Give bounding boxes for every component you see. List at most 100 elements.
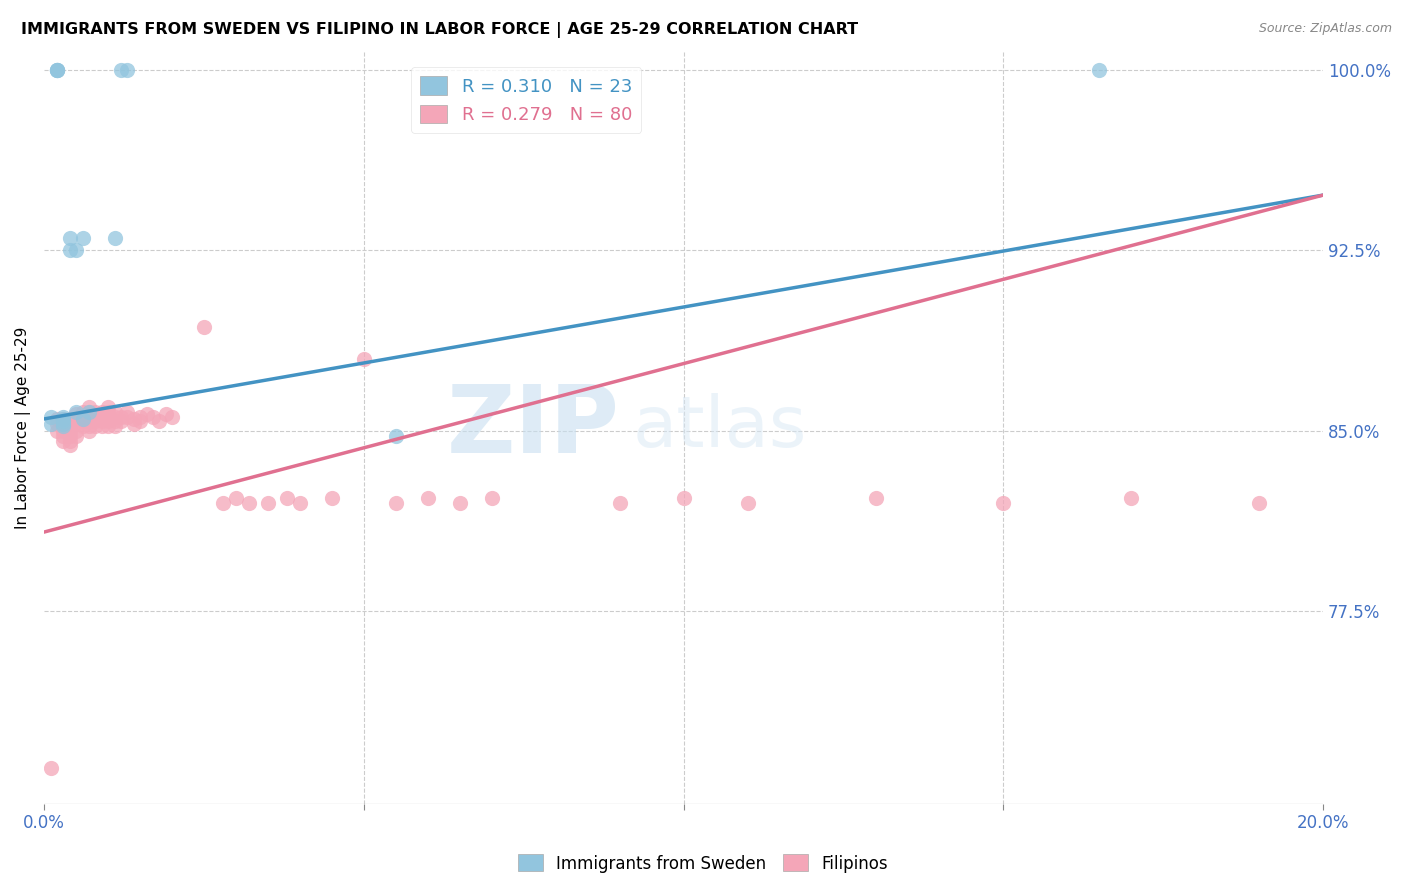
Point [65, 244, 87, 258]
Y-axis label: In Labor Force | Age 25-29: In Labor Force | Age 25-29 [15, 326, 31, 529]
Point [117, 409, 139, 424]
Point [77, 405, 100, 419]
Point [77, 414, 100, 428]
Point [385, 429, 408, 443]
Point [737, 496, 759, 510]
Point [288, 496, 311, 510]
Point [117, 62, 139, 77]
Point [122, 412, 145, 426]
Point [52, 414, 75, 428]
Point [97, 405, 120, 419]
Point [52, 412, 75, 426]
Point [481, 491, 503, 506]
Point [276, 491, 298, 506]
Point [59, 438, 82, 452]
Point [110, 414, 132, 428]
Point [39, 761, 62, 775]
Point [90, 409, 112, 424]
Point [97, 409, 120, 424]
Point [52, 412, 75, 426]
Point [52, 434, 75, 448]
Point [52, 417, 75, 431]
Point [59, 429, 82, 443]
Point [84, 405, 107, 419]
Point [65, 424, 87, 438]
Point [416, 491, 439, 506]
Point [72, 414, 94, 428]
Point [117, 405, 139, 419]
Point [97, 414, 120, 428]
Text: Source: ZipAtlas.com: Source: ZipAtlas.com [1258, 22, 1392, 36]
Point [103, 231, 125, 245]
Point [59, 412, 82, 426]
Point [90, 419, 112, 434]
Point [155, 407, 177, 421]
Point [129, 414, 152, 428]
Point [193, 320, 215, 334]
Point [46, 62, 69, 77]
Point [257, 496, 280, 510]
Point [52, 429, 75, 443]
Point [865, 491, 887, 506]
Point [148, 414, 170, 428]
Point [160, 409, 183, 424]
Point [90, 414, 112, 428]
Point [59, 424, 82, 438]
Point [353, 351, 375, 366]
Point [72, 419, 94, 434]
Point [110, 62, 132, 77]
Point [142, 409, 165, 424]
Text: IMMIGRANTS FROM SWEDEN VS FILIPINO IN LABOR FORCE | AGE 25-29 CORRELATION CHART: IMMIGRANTS FROM SWEDEN VS FILIPINO IN LA… [21, 22, 858, 38]
Point [77, 400, 100, 414]
Point [1088, 62, 1111, 77]
Point [90, 405, 112, 419]
Point [97, 419, 120, 434]
Point [65, 407, 87, 421]
Point [52, 419, 75, 434]
Point [84, 419, 107, 434]
Point [59, 434, 82, 448]
Point [84, 409, 107, 424]
Point [72, 231, 94, 245]
Point [129, 409, 152, 424]
Point [84, 414, 107, 428]
Legend: Immigrants from Sweden, Filipinos: Immigrants from Sweden, Filipinos [512, 847, 894, 880]
Point [449, 496, 471, 510]
Point [103, 405, 125, 419]
Point [46, 62, 69, 77]
Point [122, 417, 145, 431]
Point [65, 429, 87, 443]
Point [77, 419, 100, 434]
Text: atlas: atlas [633, 392, 807, 462]
Point [103, 409, 125, 424]
Point [46, 62, 69, 77]
Point [46, 412, 69, 426]
Point [46, 417, 69, 431]
Point [609, 496, 631, 510]
Point [1121, 491, 1143, 506]
Point [39, 417, 62, 431]
Point [59, 231, 82, 245]
Point [97, 400, 120, 414]
Point [46, 62, 69, 77]
Point [65, 405, 87, 419]
Point [52, 417, 75, 431]
Point [110, 409, 132, 424]
Legend: R = 0.310   N = 23, R = 0.279   N = 80: R = 0.310 N = 23, R = 0.279 N = 80 [412, 67, 641, 133]
Point [385, 496, 408, 510]
Point [103, 419, 125, 434]
Point [1249, 496, 1271, 510]
Point [65, 412, 87, 426]
Point [321, 491, 343, 506]
Point [59, 417, 82, 431]
Point [212, 496, 235, 510]
Point [59, 244, 82, 258]
Point [77, 409, 100, 424]
Text: ZIP: ZIP [447, 382, 620, 474]
Point [993, 496, 1015, 510]
Point [46, 424, 69, 438]
Point [77, 405, 100, 419]
Point [72, 412, 94, 426]
Point [103, 414, 125, 428]
Point [77, 424, 100, 438]
